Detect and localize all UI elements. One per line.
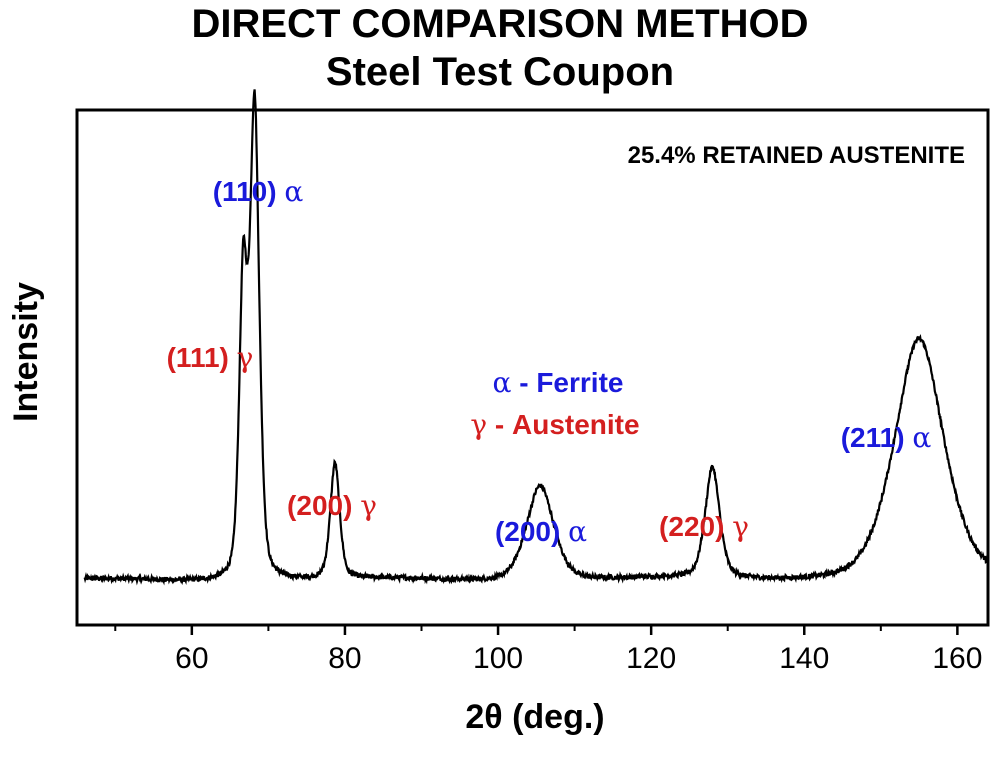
diffraction-curve [83,89,987,586]
title-block: DIRECT COMPARISON METHOD Steel Test Coup… [0,0,1000,96]
chart-subtitle: Steel Test Coupon [325,50,675,94]
peak-label: (110) α [213,175,304,208]
legend-entry: γ - Austenite [470,408,639,441]
plot-frame [75,108,990,627]
peak-labels: (111) γ (110) α (200) γ (200) α (220) γ (211)… [167,175,932,548]
x-tick-label: 120 [626,642,676,675]
legend: α - Ferrite γ - Austenite [470,366,639,441]
peak-label: (200) γ [287,489,377,522]
peak-label: (211) α [841,421,932,454]
plot-border [75,108,990,627]
curve-layer [83,89,987,586]
legend-entry: α - Ferrite [493,366,624,399]
peak-label: (220) γ [659,510,749,543]
y-axis-title: Intensity [7,282,45,422]
x-axis-title: 2θ (deg.) [465,698,604,736]
peak-label: (200) α [495,515,587,548]
austenite-annotation: 25.4% RETAINED AUSTENITE [628,142,965,169]
x-tick-label: 60 [175,642,208,675]
x-tick-label: 80 [328,642,361,675]
chart-title: DIRECT COMPARISON METHOD [191,2,809,46]
x-tick-label: 160 [932,642,982,675]
peak-label: (111) γ [167,341,254,374]
x-tick-label: 100 [473,642,523,675]
x-axis-ticks: 60 80 100 120 140 160 [114,625,982,675]
x-tick-label: 140 [779,642,829,675]
